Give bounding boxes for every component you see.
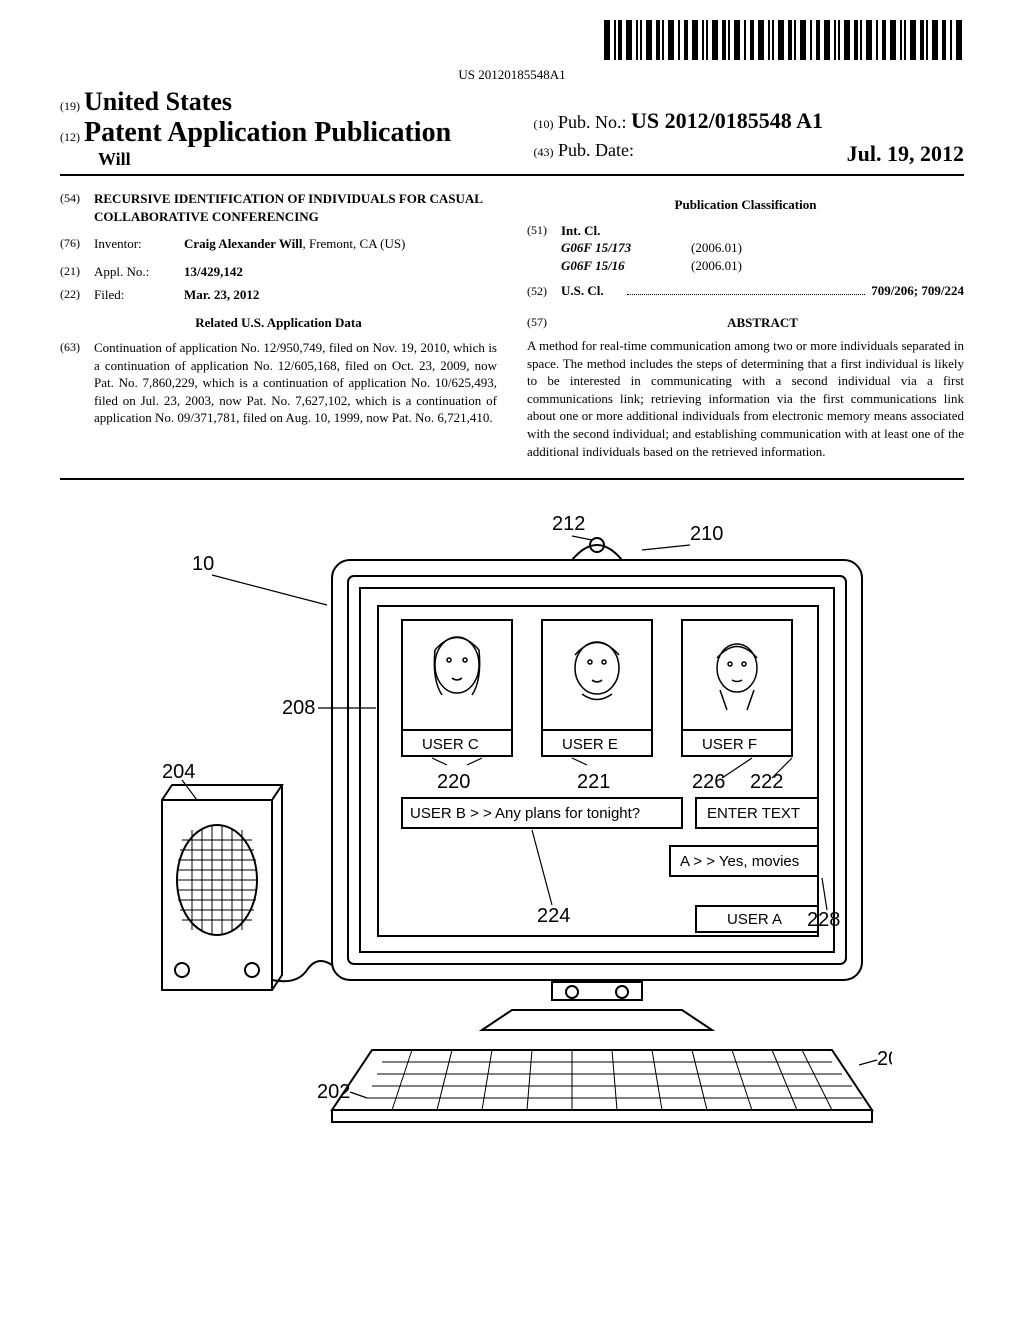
- author-name: Will: [98, 149, 534, 170]
- filed-label: Filed:: [94, 286, 184, 304]
- ref-228: 228: [807, 909, 840, 931]
- appl-num-prefix: (21): [60, 263, 94, 281]
- ref-221: 221: [577, 771, 610, 793]
- abstract-text: A method for real-time communication amo…: [527, 337, 964, 460]
- ref-206: 206: [877, 1048, 892, 1070]
- pubdate-prefix: (43): [534, 145, 554, 159]
- intcl-code-1: G06F 15/173: [561, 239, 691, 257]
- msg-b: USER B > > Any plans for tonight?: [410, 805, 640, 822]
- publication-number: US 2012/0185548 A1: [631, 108, 823, 133]
- ref-224: 224: [537, 905, 570, 927]
- ref-10: 10: [192, 553, 214, 575]
- abstract-label: ABSTRACT: [561, 314, 964, 332]
- ref-220: 220: [437, 771, 470, 793]
- pubno-label: Pub. No.:: [558, 112, 627, 132]
- inventor-num: (76): [60, 235, 94, 253]
- intcl-label: Int. Cl.: [561, 222, 964, 240]
- cont-num: (63): [60, 339, 94, 427]
- publication-date: Jul. 19, 2012: [847, 137, 964, 170]
- intcl-ver-1: (2006.01): [691, 239, 742, 257]
- uscl-num: (52): [527, 283, 561, 299]
- intcl-ver-2: (2006.01): [691, 257, 742, 275]
- label-user-e: USER E: [562, 736, 618, 753]
- barcode-block: US 20120185548A1: [60, 20, 964, 83]
- pub-prefix: (12): [60, 130, 80, 144]
- uscl-label: U.S. Cl.: [561, 282, 621, 300]
- inventor-label: Inventor:: [94, 235, 184, 253]
- country-prefix: (19): [60, 99, 80, 113]
- ref-210: 210: [690, 523, 723, 545]
- ref-222: 222: [750, 771, 783, 793]
- uscl-dots: [627, 284, 865, 295]
- right-column: Publication Classification (51) Int. Cl.…: [527, 190, 964, 460]
- barcode-image: [604, 20, 964, 65]
- pubno-prefix: (10): [534, 117, 554, 131]
- appl-label: Appl. No.:: [94, 263, 184, 281]
- ref-202: 202: [317, 1081, 350, 1103]
- ref-212: 212: [552, 513, 585, 535]
- title-num: (54): [60, 190, 94, 225]
- continuation-text: Continuation of application No. 12/950,7…: [94, 339, 497, 427]
- left-column: (54) RECURSIVE IDENTIFICATION OF INDIVID…: [60, 190, 497, 460]
- filed-num: (22): [60, 286, 94, 304]
- publication-title: Patent Application Publication: [84, 117, 451, 148]
- barcode-number: US 20120185548A1: [60, 67, 964, 83]
- label-user-c: USER C: [422, 736, 479, 753]
- inventor-loc: , Fremont, CA (US): [302, 236, 405, 251]
- intcl-num: (51): [527, 222, 561, 275]
- inventor-name: Craig Alexander Will: [184, 236, 302, 251]
- enter-text-label: ENTER TEXT: [707, 805, 800, 822]
- country: United States: [84, 87, 232, 116]
- filed-date: Mar. 23, 2012: [184, 286, 497, 304]
- label-user-f: USER F: [702, 736, 757, 753]
- ref-204: 204: [162, 761, 195, 783]
- pubdate-label: Pub. Date:: [558, 140, 634, 160]
- intcl-code-2: G06F 15/16: [561, 257, 691, 275]
- ref-208: 208: [282, 697, 315, 719]
- msg-a: A > > Yes, movies: [680, 853, 799, 870]
- related-heading: Related U.S. Application Data: [60, 314, 497, 332]
- classification-heading: Publication Classification: [527, 196, 964, 214]
- ref-226: 226: [692, 771, 725, 793]
- document-header: (19) United States (12) Patent Applicati…: [60, 87, 964, 176]
- invention-title: RECURSIVE IDENTIFICATION OF INDIVIDUALS …: [94, 190, 497, 225]
- uscl-value: 709/206; 709/224: [871, 282, 964, 300]
- figure-area: 10 208 204 210 212 220 221 222 226 224 2…: [60, 510, 964, 1135]
- application-number: 13/429,142: [184, 263, 497, 281]
- patent-figure: 10 208 204 210 212 220 221 222 226 224 2…: [132, 510, 892, 1130]
- label-user-a: USER A: [727, 911, 782, 928]
- abstract-num: (57): [527, 314, 561, 332]
